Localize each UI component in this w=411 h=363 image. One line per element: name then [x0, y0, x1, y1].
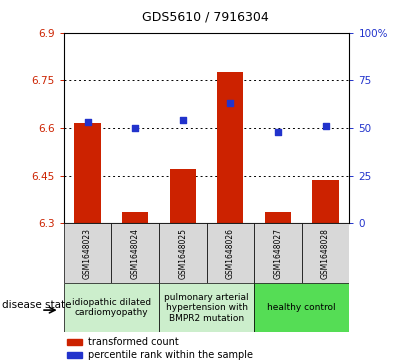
- Text: GSM1648027: GSM1648027: [273, 228, 282, 279]
- Bar: [159, 283, 254, 332]
- Bar: [302, 223, 349, 283]
- Text: healthy control: healthy control: [268, 303, 336, 312]
- Text: percentile rank within the sample: percentile rank within the sample: [88, 350, 253, 360]
- Point: [227, 100, 233, 106]
- Point: [322, 123, 329, 129]
- Text: idiopathic dilated
cardiomyopathy: idiopathic dilated cardiomyopathy: [72, 298, 151, 317]
- Bar: [217, 72, 243, 223]
- Text: GSM1648026: GSM1648026: [226, 228, 235, 279]
- Bar: [312, 180, 339, 223]
- Bar: [206, 223, 254, 283]
- Bar: [170, 169, 196, 223]
- Bar: [111, 223, 159, 283]
- Text: GDS5610 / 7916304: GDS5610 / 7916304: [142, 11, 269, 24]
- Text: GSM1648024: GSM1648024: [131, 228, 140, 279]
- Text: GSM1648023: GSM1648023: [83, 228, 92, 279]
- Bar: [254, 283, 349, 332]
- Text: GSM1648025: GSM1648025: [178, 228, 187, 279]
- Text: transformed count: transformed count: [88, 337, 179, 347]
- Text: pulmonary arterial
hypertension with
BMPR2 mutation: pulmonary arterial hypertension with BMP…: [164, 293, 249, 323]
- Point: [132, 125, 139, 131]
- Bar: [159, 223, 206, 283]
- Bar: [67, 352, 82, 359]
- Bar: [254, 223, 302, 283]
- Bar: [64, 223, 111, 283]
- Bar: [265, 212, 291, 223]
- Point: [84, 119, 91, 125]
- Point: [275, 129, 281, 135]
- Text: GSM1648028: GSM1648028: [321, 228, 330, 279]
- Text: disease state: disease state: [2, 300, 72, 310]
- Point: [180, 117, 186, 123]
- Bar: [74, 123, 101, 223]
- Bar: [122, 212, 148, 223]
- Bar: [67, 339, 82, 346]
- Bar: [64, 283, 159, 332]
